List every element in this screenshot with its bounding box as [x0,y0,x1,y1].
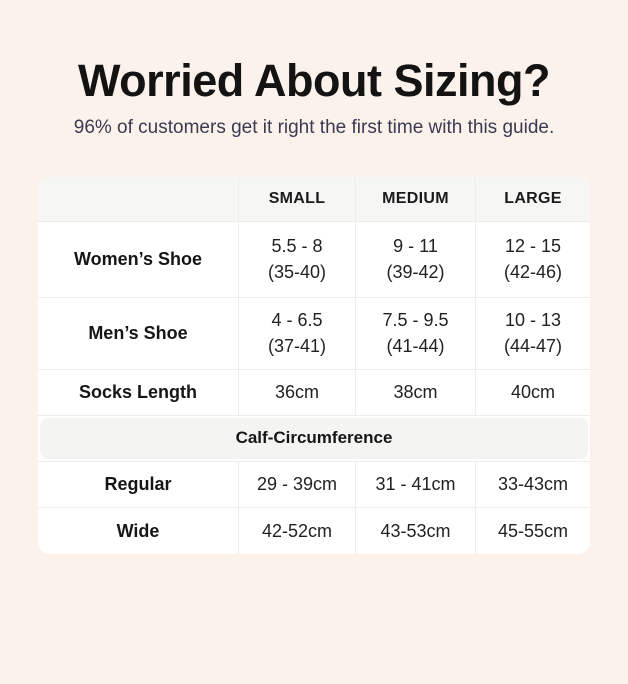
header-cell-small: SMALL [238,176,355,221]
cell-line: 36cm [274,382,319,402]
cell-line: 29 - 39cm [256,474,338,494]
table-cell: 4 - 6.5 (37-41) [238,297,355,369]
cell-line: 10 - 13 [504,310,562,330]
page-title: Worried About Sizing? [78,55,550,106]
table-row-socks-length: Socks Length 36cm 38cm 40cm [38,368,590,415]
table-cell: 38cm [355,369,475,415]
header-cell-blank [38,177,238,221]
header-cell-medium: MEDIUM [355,176,475,221]
cell-line: 7.5 - 9.5 [382,310,449,330]
sizing-table: SMALL MEDIUM LARGE Women’s Shoe 5.5 - 8 … [38,176,590,554]
cell-line: (35-40) [267,262,327,282]
cell-line: 31 - 41cm [375,474,456,494]
table-cell: 7.5 - 9.5 (41-44) [355,297,475,369]
cell-line: 45-55cm [497,520,569,541]
cell-line: 12 - 15 [504,236,562,256]
table-row-regular: Regular 29 - 39cm 31 - 41cm 33-43cm [38,460,590,507]
cell-line: (44-47) [503,336,563,356]
cell-line: (37-41) [267,336,327,356]
cell-line: 4 - 6.5 [271,310,323,330]
table-cell: 5.5 - 8 (35-40) [238,221,355,297]
table-cell: 45-55cm [475,507,590,554]
row-label: Regular [104,474,172,494]
page-subtitle: 96% of customers get it right the first … [73,116,555,138]
table-cell: 43-53cm [355,507,475,554]
table-cell: 12 - 15 (42-46) [475,221,590,297]
cell-line: 40cm [510,382,555,402]
cell-line: (42-46) [503,262,563,282]
table-row-mens-shoe: Men’s Shoe 4 - 6.5 (37-41) 7.5 - 9.5 (41… [38,296,590,369]
cell-line: 38cm [393,382,438,402]
cell-line: 43-53cm [380,520,451,541]
cell-line: (41-44) [386,336,445,356]
row-label: Wide [116,520,160,541]
sizing-guide-page: Worried About Sizing? 96% of customers g… [0,56,628,684]
table-cell: 9 - 11 (39-42) [355,221,475,297]
table-cell: 36cm [238,369,355,415]
header-cell-large: LARGE [475,176,590,221]
cell-line: 42-52cm [261,520,333,541]
table-cell: 33-43cm [475,461,590,507]
table-cell: 31 - 41cm [355,461,475,507]
table-header-row: SMALL MEDIUM LARGE [38,176,590,221]
table-cell: 10 - 13 (44-47) [475,297,590,369]
row-label: Men’s Shoe [88,323,188,343]
table-row-wide: Wide 42-52cm 43-53cm 45-55cm [38,506,590,554]
section-header-calf-circumference: Calf-Circumference [40,417,588,459]
cell-line: 33-43cm [497,474,569,494]
table-cell: 42-52cm [238,507,355,554]
table-row-womens-shoe: Women’s Shoe 5.5 - 8 (35-40) 9 - 11 (39-… [38,220,590,297]
table-cell: 40cm [475,369,590,415]
table-cell: 29 - 39cm [238,461,355,507]
row-label: Women’s Shoe [73,249,203,269]
table-section-row: Calf-Circumference [38,414,590,461]
row-label: Socks Length [78,382,198,402]
cell-line: 9 - 11 [393,236,438,256]
cell-line: 5.5 - 8 [271,236,323,256]
cell-line: (39-42) [386,262,445,282]
